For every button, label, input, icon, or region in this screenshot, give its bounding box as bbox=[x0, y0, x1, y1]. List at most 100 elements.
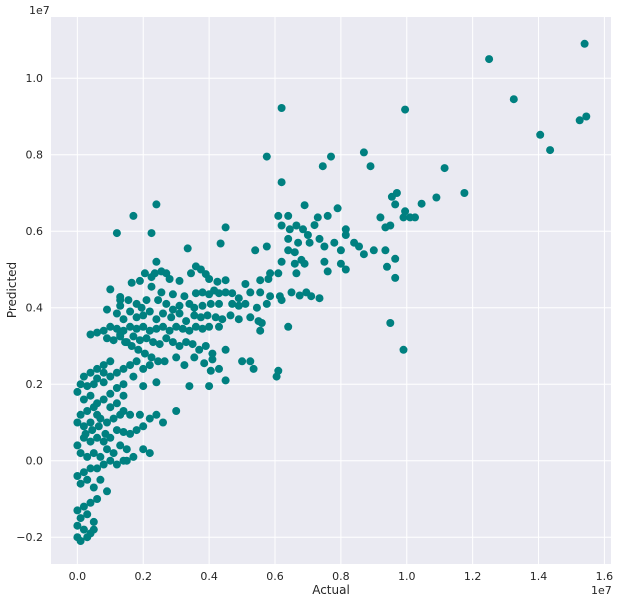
data-point bbox=[327, 152, 335, 161]
data-point bbox=[165, 326, 174, 335]
data-point bbox=[198, 288, 207, 297]
data-point bbox=[147, 229, 156, 238]
data-point bbox=[376, 213, 385, 222]
data-point bbox=[366, 162, 375, 171]
data-point bbox=[162, 269, 171, 278]
x-tick-label: 1.2 bbox=[464, 570, 482, 583]
data-point bbox=[122, 456, 131, 465]
data-point bbox=[201, 270, 210, 279]
data-point bbox=[432, 193, 441, 202]
data-point bbox=[129, 211, 138, 220]
data-point bbox=[103, 487, 111, 496]
data-point bbox=[387, 192, 396, 201]
data-point bbox=[159, 309, 167, 318]
data-point bbox=[106, 456, 115, 465]
data-point bbox=[399, 213, 408, 222]
data-point bbox=[274, 211, 283, 220]
data-point bbox=[221, 276, 230, 285]
data-point bbox=[96, 452, 105, 461]
data-point bbox=[112, 399, 121, 408]
data-point bbox=[116, 296, 125, 305]
data-point bbox=[190, 311, 199, 320]
data-point bbox=[191, 322, 200, 331]
data-point bbox=[246, 313, 255, 322]
data-point bbox=[106, 357, 115, 366]
data-point bbox=[119, 428, 128, 436]
data-point bbox=[76, 537, 85, 545]
data-point bbox=[157, 288, 166, 297]
data-point bbox=[94, 422, 103, 431]
data-point bbox=[251, 246, 260, 255]
data-point bbox=[103, 334, 111, 343]
data-point bbox=[140, 269, 149, 278]
data-point bbox=[292, 221, 301, 230]
data-point bbox=[79, 502, 88, 511]
data-point bbox=[320, 257, 329, 266]
data-point bbox=[391, 273, 400, 282]
data-point bbox=[287, 288, 296, 297]
data-point bbox=[246, 357, 255, 366]
y-tick-label: 0.4 bbox=[26, 302, 44, 315]
data-point bbox=[323, 211, 332, 220]
data-point bbox=[256, 276, 265, 285]
data-point bbox=[122, 445, 131, 454]
data-point bbox=[201, 342, 210, 350]
data-point bbox=[99, 395, 108, 404]
data-point bbox=[241, 299, 250, 308]
data-point bbox=[86, 464, 95, 473]
data-point bbox=[546, 146, 555, 155]
data-point bbox=[126, 307, 135, 316]
data-point bbox=[315, 234, 324, 243]
data-point bbox=[295, 291, 304, 300]
data-point bbox=[221, 288, 230, 297]
data-point bbox=[406, 213, 415, 222]
data-point bbox=[103, 305, 111, 314]
y-offset-text: 1e7 bbox=[29, 4, 50, 17]
data-point bbox=[129, 372, 138, 381]
data-point bbox=[401, 207, 410, 216]
data-point bbox=[109, 336, 118, 345]
data-point bbox=[79, 395, 88, 404]
data-point bbox=[147, 282, 156, 291]
data-point bbox=[116, 330, 125, 339]
data-point bbox=[79, 468, 88, 477]
data-point bbox=[76, 380, 85, 389]
data-point bbox=[89, 380, 98, 389]
data-point bbox=[139, 322, 148, 331]
data-point bbox=[292, 269, 301, 278]
data-point bbox=[460, 189, 469, 197]
x-tick-label: 0.6 bbox=[266, 570, 284, 583]
data-point bbox=[106, 403, 115, 412]
data-point bbox=[262, 242, 271, 251]
data-point bbox=[575, 116, 584, 125]
data-point bbox=[234, 315, 243, 324]
data-point bbox=[277, 178, 286, 187]
data-point bbox=[341, 231, 350, 239]
data-point bbox=[139, 445, 148, 454]
data-point bbox=[277, 104, 286, 112]
data-point bbox=[208, 349, 217, 358]
data-point bbox=[86, 418, 95, 427]
data-point bbox=[99, 460, 108, 469]
data-point bbox=[417, 199, 426, 208]
y-tick-label: 0.6 bbox=[26, 225, 44, 238]
data-point bbox=[145, 307, 154, 316]
data-point bbox=[139, 382, 148, 391]
y-tick-label: 0.0 bbox=[26, 455, 44, 468]
x-tick-label: 1.4 bbox=[530, 570, 548, 583]
data-point bbox=[172, 407, 181, 415]
data-point bbox=[333, 204, 342, 213]
data-point bbox=[93, 495, 102, 503]
data-point bbox=[83, 510, 92, 519]
data-point bbox=[391, 200, 400, 209]
data-point bbox=[180, 292, 189, 301]
data-point bbox=[256, 288, 265, 297]
data-point bbox=[159, 418, 167, 427]
data-point bbox=[200, 359, 209, 368]
data-point bbox=[142, 296, 151, 305]
data-point bbox=[381, 246, 390, 255]
data-point bbox=[185, 299, 194, 308]
data-point bbox=[195, 345, 204, 354]
data-point bbox=[116, 301, 125, 310]
